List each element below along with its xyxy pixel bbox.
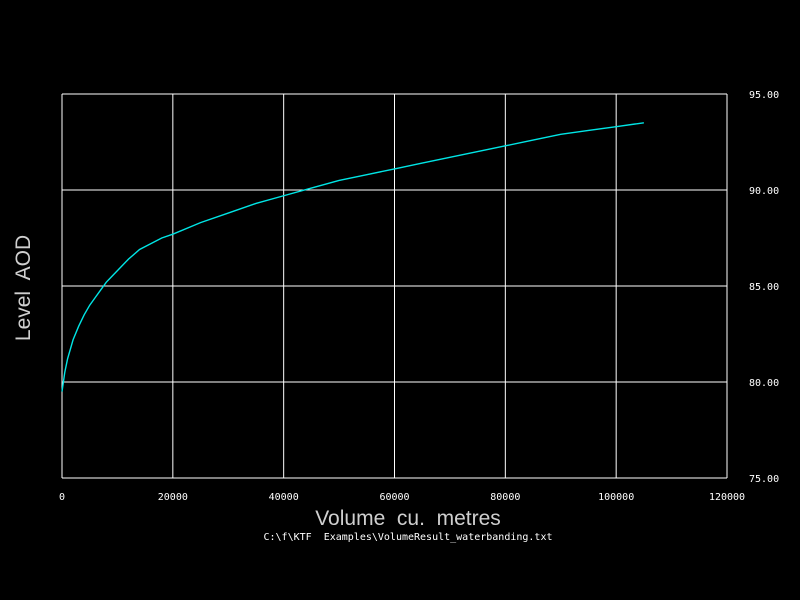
x-tick-label: 100000 <box>598 492 634 503</box>
x-tick-label: 80000 <box>490 492 520 503</box>
grid-layer <box>61 93 728 479</box>
x-tick-label: 40000 <box>269 492 299 503</box>
y-tick-label: 95.00 <box>749 90 779 101</box>
tick-labels: 0 20000 40000 60000 80000 100000 120000 75.00 80… <box>59 90 779 503</box>
x-tick-label: 120000 <box>709 492 745 503</box>
y-tick-label: 90.00 <box>749 186 779 197</box>
y-tick-label: 80.00 <box>749 378 779 389</box>
y-axis-title: Level AOD <box>12 235 35 341</box>
series-line <box>61 122 644 392</box>
x-axis-title: Volume cu. metres <box>315 507 501 530</box>
y-tick-label: 75.00 <box>749 474 779 485</box>
x-tick-label: 0 <box>59 492 65 503</box>
source-file-label: C:\f\KTF Examples\VolumeResult_waterband… <box>264 532 553 543</box>
x-tick-label: 60000 <box>379 492 409 503</box>
y-tick-label: 85.00 <box>749 282 779 293</box>
series-layer <box>61 122 644 392</box>
x-tick-label: 20000 <box>158 492 188 503</box>
